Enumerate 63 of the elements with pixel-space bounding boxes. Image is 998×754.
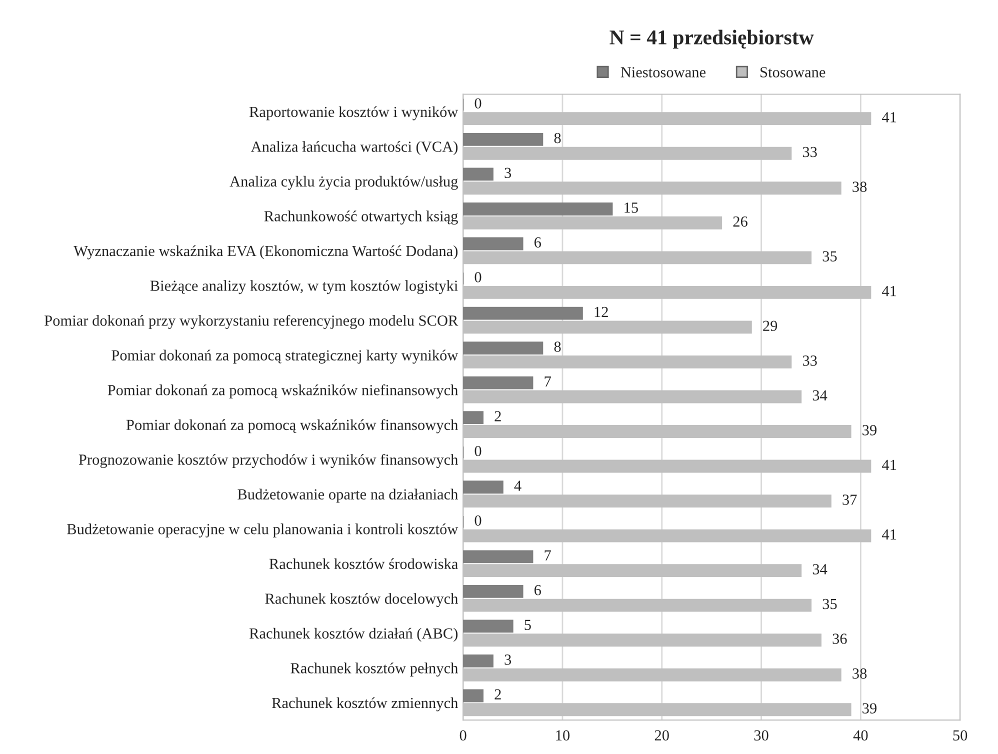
data-label: 8 — [554, 342, 561, 352]
data-label: 37 — [842, 494, 857, 505]
y-tick-label: Raportowanie kosztów i wyników — [249, 106, 458, 120]
y-tick-label: Rachunek kosztów środowiska — [269, 558, 458, 570]
data-label: 39 — [862, 703, 876, 714]
data-label: 35 — [822, 598, 837, 610]
data-label: 41 — [882, 460, 896, 470]
data-label: 33 — [802, 356, 817, 366]
data-label: 3 — [504, 654, 512, 665]
y-tick-label: Analiza łańcucha wartości (VCA) — [250, 141, 458, 155]
data-label: 7 — [544, 550, 551, 560]
y-tick-label: Rachunkowość otwartych ksiąg — [264, 210, 458, 225]
data-label: 34 — [812, 564, 828, 574]
y-tick-label: Prognozowanie kosztów przychodów i wyników finansowych — [78, 454, 458, 468]
y-tick-label: Bieżące analizy kosztów, w tym kosztów logistyki — [150, 280, 458, 294]
x-tick-label: 20 — [654, 730, 669, 741]
data-label: 0 — [474, 272, 482, 282]
data-label: 0 — [474, 515, 482, 526]
data-label: 38 — [852, 668, 867, 679]
legend-label: Niestosowane — [620, 67, 706, 78]
y-tick-label: Budżetowanie oparte na działaniach — [238, 488, 458, 503]
data-label: 0 — [474, 446, 482, 456]
data-label: 26 — [733, 216, 748, 227]
data-label: 0 — [474, 98, 482, 109]
data-label: 8 — [554, 132, 561, 144]
data-label: 35 — [822, 251, 837, 262]
data-label: 12 — [594, 306, 608, 317]
data-label: 15 — [624, 202, 638, 213]
data-label: 38 — [852, 182, 867, 192]
x-tick-label: 40 — [853, 730, 868, 741]
data-label: 6 — [534, 584, 542, 596]
y-tick-label: Rachunek kosztów pełnych — [290, 662, 458, 677]
data-label: 2 — [494, 411, 501, 422]
data-label: 4 — [514, 480, 522, 491]
y-tick-label: Analiza cyklu życia produktów/usług — [230, 176, 458, 190]
legend-label: Stosowane — [760, 67, 826, 78]
data-label: 36 — [832, 634, 847, 644]
x-tick-label: 10 — [556, 730, 570, 741]
chart-title: N = 41 przedsiębiorstw — [610, 30, 814, 49]
data-label: 2 — [494, 689, 501, 700]
x-tick-label: 30 — [754, 730, 768, 741]
data-label: 6 — [534, 237, 542, 248]
data-label: 29 — [763, 320, 778, 332]
data-label: 41 — [882, 112, 896, 122]
x-tick-label: 0 — [460, 730, 466, 741]
data-label: 5 — [524, 620, 531, 630]
y-tick-label: Pomiar dokonań za pomocą wskaźników finansowych — [126, 419, 458, 434]
y-tick-label: Pomiar dokonań za pomocą strategicznej karty wyników — [112, 350, 458, 364]
y-tick-label: Pomiar dokonań za pomocą wskaźników niefinansowych — [108, 384, 458, 398]
y-tick-label: Rachunek kosztów zmiennych — [272, 697, 458, 712]
data-label: 7 — [544, 376, 551, 386]
y-tick-label: Budżetowanie operacyjne w celu planowania i kontroli kosztów — [67, 524, 458, 538]
data-label: 41 — [882, 529, 896, 540]
data-label: 41 — [882, 286, 896, 296]
data-label: 3 — [504, 168, 512, 178]
data-label: 34 — [812, 390, 828, 401]
x-tick-label: 50 — [953, 730, 968, 741]
y-tick-label: Rachunek kosztów działań (ABC) — [249, 628, 458, 642]
y-tick-label: Wyznaczanie wskaźnika EVA (Ekonomiczna Wartość Dodana) — [74, 245, 458, 260]
data-label: 39 — [862, 425, 876, 436]
y-tick-label: Rachunek kosztów docelowych — [265, 593, 458, 607]
y-tick-label: Pomiar dokonań przy wykorzystaniu referencyjnego modelu SCOR — [44, 314, 458, 329]
data-label: 33 — [802, 146, 817, 158]
